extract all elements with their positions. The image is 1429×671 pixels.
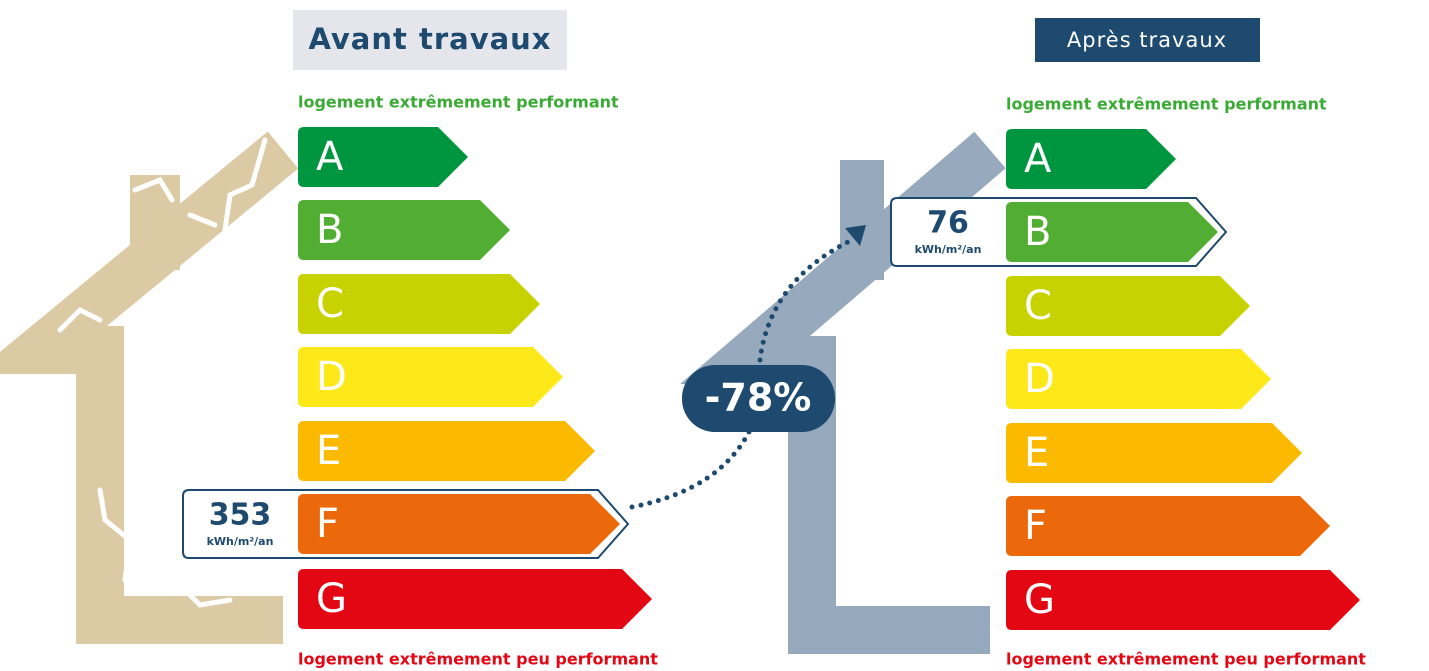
energy-class-letter: E <box>316 428 341 474</box>
energy-class-bar <box>298 494 620 554</box>
top-label: logement extrêmement performant <box>298 93 619 112</box>
title-after: Après travaux <box>1067 28 1227 52</box>
energy-class-letter: C <box>316 281 344 327</box>
consumption-unit: kWh/m²/an <box>207 535 274 548</box>
energy-class-bar <box>298 569 652 629</box>
consumption-value: 76 <box>927 206 969 241</box>
energy-class-letter: D <box>316 354 347 400</box>
energy-class-letter: E <box>1024 430 1049 476</box>
energy-class-letter: A <box>1024 136 1052 182</box>
title-before: Avant travaux <box>308 22 551 56</box>
infographic: ABCDE353kWh/m²/anFG A76kWh/m²/anBCDEFG A… <box>0 0 1429 671</box>
energy-class-letter: G <box>316 576 347 622</box>
energy-class-bar <box>1006 423 1302 483</box>
energy-class-bar <box>1006 496 1330 556</box>
energy-class-bar <box>1006 570 1360 630</box>
consumption-unit: kWh/m²/an <box>915 243 982 256</box>
top-label: logement extrêmement performant <box>1006 95 1327 114</box>
energy-class-letter: A <box>316 134 344 180</box>
energy-class-bar <box>298 421 595 481</box>
energy-class-letter: B <box>316 207 343 253</box>
energy-class-letter: B <box>1024 209 1051 255</box>
consumption-value: 353 <box>209 498 272 533</box>
bottom-label: logement extrêmement peu performant <box>298 650 658 669</box>
page: ABCDE353kWh/m²/anFG A76kWh/m²/anBCDEFG A… <box>0 0 1429 671</box>
change: -78% <box>705 376 812 420</box>
energy-class-letter: G <box>1024 577 1055 623</box>
energy-class-letter: F <box>1024 503 1047 549</box>
energy-class-letter: C <box>1024 283 1052 329</box>
energy-class-letter: D <box>1024 356 1055 402</box>
energy-class-letter: F <box>316 501 339 547</box>
bottom-label: logement extrêmement peu performant <box>1006 650 1366 669</box>
